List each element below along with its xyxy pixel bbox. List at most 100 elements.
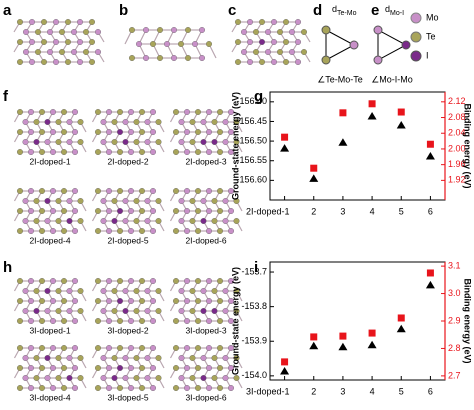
triangle [325, 29, 356, 61]
marker [397, 108, 405, 116]
atom [205, 298, 212, 305]
atom [227, 318, 234, 325]
atom [227, 207, 234, 214]
atom [172, 148, 179, 155]
atom [122, 118, 129, 125]
y2-tick-label: 2.7 [448, 370, 461, 380]
atom [133, 355, 140, 362]
atom [189, 355, 196, 362]
atom [28, 318, 35, 325]
atom [211, 138, 218, 145]
atom [205, 187, 212, 194]
atom [22, 197, 29, 204]
atom [222, 375, 229, 382]
atom [289, 29, 296, 36]
x-tick-label: 5 [399, 386, 404, 396]
atom [301, 49, 308, 56]
atom [116, 385, 123, 392]
atom [77, 118, 84, 125]
atom [295, 19, 302, 26]
atom [61, 227, 68, 234]
atom [53, 19, 60, 26]
marker [397, 314, 405, 322]
atom [33, 308, 40, 315]
atom [28, 278, 35, 285]
atom [122, 217, 129, 224]
atom [47, 49, 54, 56]
atom [22, 308, 29, 315]
atom [133, 197, 140, 204]
atom [205, 227, 212, 234]
atom [77, 138, 84, 145]
atom [233, 118, 240, 125]
atom [64, 19, 71, 26]
atom [155, 288, 162, 295]
atom [205, 385, 212, 392]
triangle [377, 29, 408, 61]
atom [233, 375, 240, 382]
atom [240, 29, 247, 36]
atom [71, 148, 78, 155]
atom [138, 365, 145, 372]
bond-main: d [385, 4, 390, 14]
x-tick-label: 2 [311, 206, 316, 216]
atom [127, 318, 134, 325]
atom [44, 375, 51, 382]
atom [17, 108, 24, 115]
atom [39, 345, 46, 352]
atom [172, 278, 179, 285]
atom [172, 187, 179, 194]
atom [77, 288, 84, 295]
atom [233, 355, 240, 362]
atom [71, 365, 78, 372]
y2-axis-title: Binding energy (eV) [463, 278, 473, 363]
atom [28, 365, 35, 372]
atom [66, 197, 73, 204]
atom [149, 128, 156, 135]
atom [189, 288, 196, 295]
atom [105, 148, 112, 155]
atom [39, 108, 46, 115]
atom [222, 138, 229, 145]
atom [88, 59, 95, 66]
atom [277, 29, 284, 36]
atom [200, 138, 207, 145]
atom [178, 375, 185, 382]
panel-label: b [119, 2, 128, 19]
atom [111, 138, 118, 145]
atom [55, 217, 62, 224]
atom [77, 355, 84, 362]
atom [22, 138, 29, 145]
atom [50, 345, 57, 352]
atom [178, 308, 185, 315]
atom [222, 355, 229, 362]
atom [138, 318, 145, 325]
x-tick-label: 2 [311, 386, 316, 396]
atom [111, 355, 118, 362]
atom [39, 298, 46, 305]
atom [222, 118, 229, 125]
atom [82, 29, 89, 36]
atom [163, 41, 170, 48]
atom [133, 288, 140, 295]
atom [105, 365, 112, 372]
atom [227, 278, 234, 285]
atom [252, 29, 259, 36]
atom [61, 318, 68, 325]
atom [128, 27, 135, 34]
atom [149, 298, 156, 305]
atom [22, 217, 29, 224]
atom [170, 55, 177, 62]
atom [28, 148, 35, 155]
atom [216, 128, 223, 135]
atom [259, 19, 266, 26]
structure-caption: 3I-doped-3 [185, 325, 226, 335]
atom [178, 118, 185, 125]
atom [23, 49, 30, 56]
atom [66, 217, 73, 224]
atom [321, 25, 331, 35]
atom [17, 59, 24, 66]
atom [321, 55, 331, 65]
atom [211, 308, 218, 315]
atom [205, 41, 212, 48]
